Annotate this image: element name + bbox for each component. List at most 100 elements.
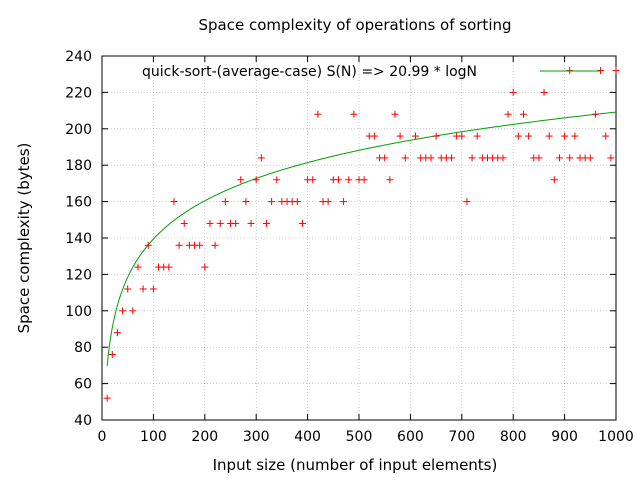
x-tick-label: 1000 (598, 429, 634, 445)
x-tick-label: 300 (243, 429, 270, 445)
data-point (381, 154, 389, 162)
data-point (412, 132, 420, 140)
y-tick-label: 200 (65, 122, 92, 138)
data-point (293, 198, 301, 206)
data-point (396, 132, 404, 140)
data-point (391, 110, 399, 118)
data-point (252, 176, 260, 184)
y-tick-label: 140 (65, 231, 92, 247)
y-tick-label: 100 (65, 304, 92, 320)
axis-ticks (101, 55, 617, 421)
x-tick-label: 100 (140, 429, 167, 445)
data-point (473, 132, 481, 140)
data-point (504, 110, 512, 118)
x-tick-label: 200 (191, 429, 218, 445)
y-tick-label: 180 (65, 158, 92, 174)
x-tick-label: 600 (397, 429, 424, 445)
data-point (463, 198, 471, 206)
data-point (180, 219, 188, 227)
data-point (206, 219, 214, 227)
data-point (386, 176, 394, 184)
data-point (586, 154, 594, 162)
data-point (468, 154, 476, 162)
y-axis-label: Space complexity (bytes) (15, 143, 33, 334)
x-tick-labels: 0 100 200 300 400 500 600 700 800 900 1000 (98, 429, 634, 445)
x-tick-label: 400 (294, 429, 321, 445)
data-point (519, 110, 527, 118)
data-point (607, 154, 615, 162)
data-point (550, 176, 558, 184)
data-point (232, 219, 240, 227)
x-tick-label: 500 (346, 429, 373, 445)
data-point (134, 263, 142, 271)
data-point (273, 176, 281, 184)
data-point (561, 132, 569, 140)
data-point (196, 241, 204, 249)
data-point (113, 329, 121, 337)
data-point (334, 176, 342, 184)
data-point (540, 88, 548, 96)
data-point (591, 110, 599, 118)
data-point (170, 198, 178, 206)
data-point (324, 198, 332, 206)
data-point (350, 110, 358, 118)
x-tick-label: 0 (98, 429, 107, 445)
y-tick-label: 160 (65, 195, 92, 211)
data-point (370, 132, 378, 140)
y-tick-label: 40 (74, 413, 92, 429)
data-points (103, 67, 620, 402)
data-point (401, 154, 409, 162)
data-point (175, 241, 183, 249)
data-point (216, 219, 224, 227)
data-point (314, 110, 322, 118)
data-point (555, 154, 563, 162)
data-point (144, 241, 152, 249)
data-point (149, 285, 157, 293)
data-point (262, 219, 270, 227)
data-point (221, 198, 229, 206)
data-point (535, 154, 543, 162)
data-point (571, 132, 579, 140)
data-point (165, 263, 173, 271)
data-point (509, 88, 517, 96)
data-point (257, 154, 265, 162)
data-point (103, 394, 111, 402)
data-point (139, 285, 147, 293)
data-point (602, 132, 610, 140)
data-point (119, 307, 127, 315)
data-point (360, 176, 368, 184)
data-point (211, 241, 219, 249)
data-point (124, 285, 132, 293)
x-axis-label: Input size (number of input elements) (213, 456, 498, 474)
grid-lines (102, 56, 616, 420)
data-point (612, 67, 620, 75)
data-point (448, 154, 456, 162)
y-tick-label: 120 (65, 267, 92, 283)
data-point (545, 132, 553, 140)
data-point (242, 198, 250, 206)
chart-title: Space complexity of operations of sortin… (198, 16, 511, 34)
y-tick-label: 60 (74, 377, 92, 393)
data-point (566, 154, 574, 162)
fit-curve (106, 111, 617, 366)
data-point (432, 132, 440, 140)
data-point (514, 132, 522, 140)
legend: quick-sort-(average-case) S(N) => 20.99 … (142, 64, 600, 80)
data-point (237, 176, 245, 184)
data-point (340, 198, 348, 206)
x-tick-label: 800 (500, 429, 527, 445)
x-tick-label: 900 (551, 429, 578, 445)
data-point (427, 154, 435, 162)
x-tick-label: 700 (448, 429, 475, 445)
data-point (309, 176, 317, 184)
data-point (298, 219, 306, 227)
y-tick-label: 240 (65, 49, 92, 65)
y-tick-labels: 40 60 80 100 120 140 160 180 200 220 240 (65, 49, 92, 429)
data-point (129, 307, 137, 315)
y-tick-label: 220 (65, 85, 92, 101)
legend-label: quick-sort-(average-case) S(N) => 20.99 … (142, 64, 477, 80)
data-point (458, 132, 466, 140)
y-tick-label: 80 (74, 340, 92, 356)
data-point (268, 198, 276, 206)
